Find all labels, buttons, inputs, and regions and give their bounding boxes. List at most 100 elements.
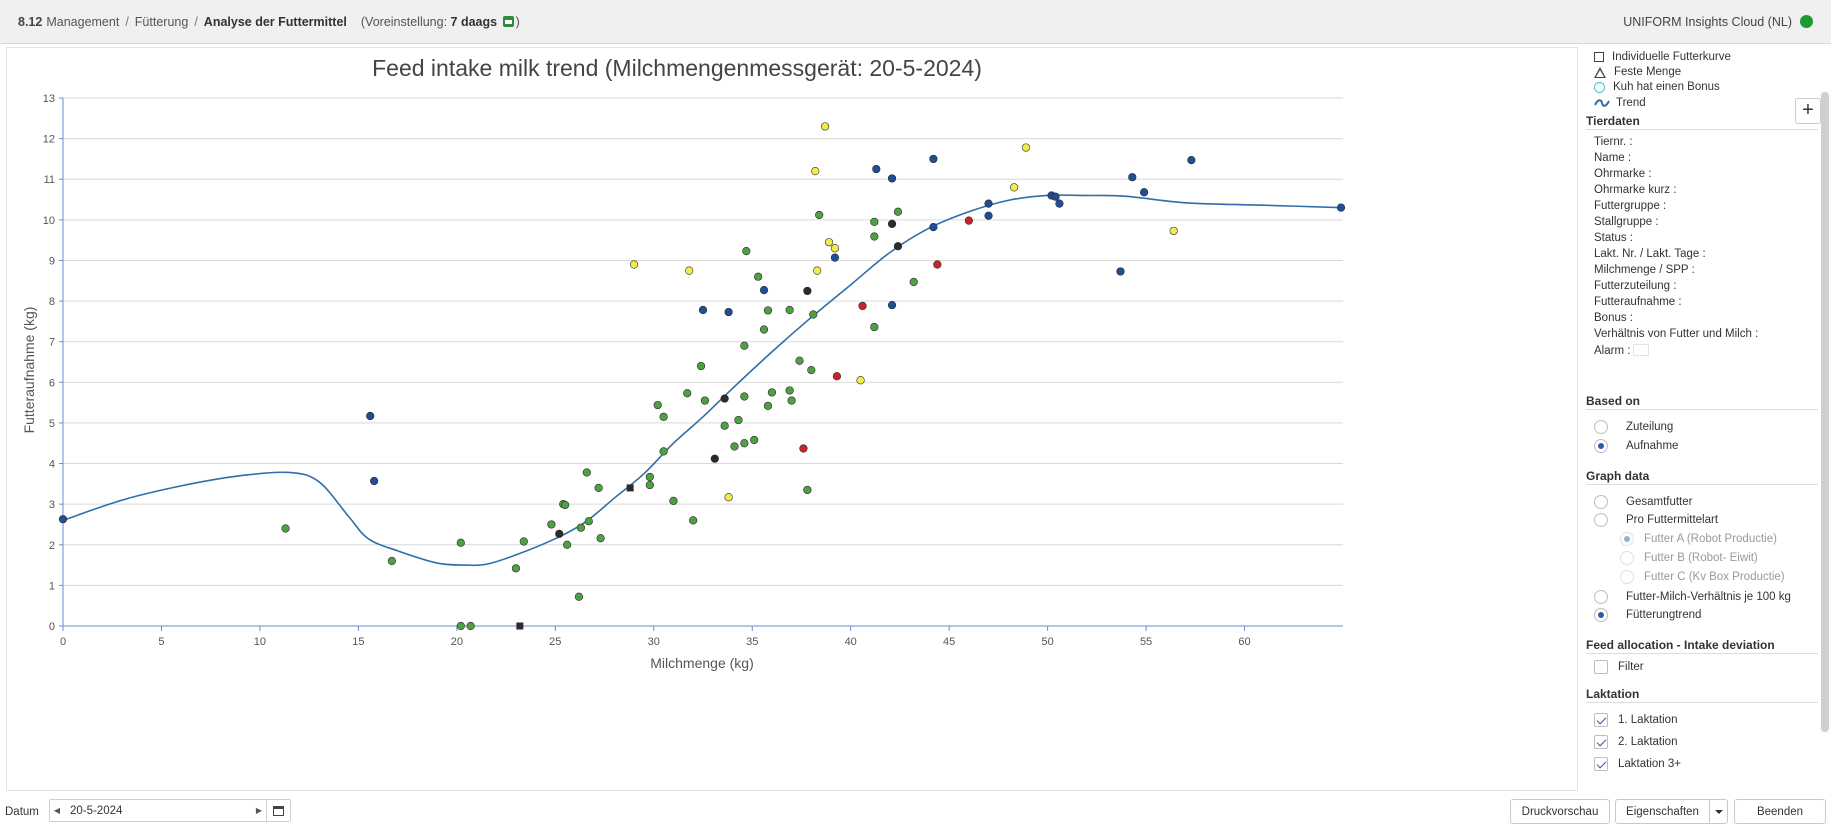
laktation-option[interactable]: Laktation 3+ [1594,757,1681,771]
exit-button[interactable]: Beenden [1734,799,1826,824]
data-point[interactable] [815,210,824,220]
data-point[interactable] [519,537,528,546]
data-point[interactable] [795,356,804,365]
data-point[interactable] [964,216,973,225]
data-point[interactable] [887,219,897,229]
data-point[interactable] [759,286,769,295]
data-point[interactable] [683,389,692,398]
graph-data-option[interactable]: Pro Futtermittelart [1594,513,1718,527]
data-point[interactable] [724,493,733,502]
breadcrumb-fuetterung[interactable]: Fütterung [134,14,189,29]
data-point[interactable] [767,388,777,397]
graph-data-option[interactable]: Fütterungtrend [1594,608,1701,622]
data-point[interactable] [659,447,668,456]
data-point[interactable] [754,272,763,281]
data-point[interactable] [685,266,694,275]
data-point[interactable] [659,412,668,421]
data-point[interactable] [887,301,897,310]
date-picker[interactable]: ◀ 20-5-2024 ▶ [49,799,291,822]
data-point[interactable] [830,253,840,262]
radio-button[interactable] [1594,608,1608,622]
data-point[interactable] [653,400,662,410]
data-point[interactable] [830,244,840,253]
data-point[interactable] [698,305,708,315]
data-point[interactable] [984,211,993,220]
next-date-icon[interactable]: ▶ [255,806,263,815]
laktation-checkbox[interactable] [1594,757,1608,771]
radio-button[interactable] [1594,420,1608,434]
data-point[interactable] [785,305,794,315]
data-point[interactable] [456,621,465,631]
data-point-square[interactable] [626,484,634,492]
data-point[interactable] [576,523,586,532]
based-on-option[interactable]: Aufnahme [1594,439,1678,453]
data-point[interactable] [1116,267,1125,276]
data-point[interactable] [893,242,903,251]
data-point[interactable] [933,260,942,269]
data-point[interactable] [366,411,375,421]
data-point[interactable] [1021,143,1031,152]
data-point[interactable] [870,217,879,226]
properties-dropdown-icon[interactable] [1710,799,1728,824]
data-point[interactable] [929,223,938,232]
laktation-checkbox[interactable] [1594,735,1608,749]
radio-button[interactable] [1594,439,1608,453]
radio-button[interactable] [1594,513,1608,527]
data-point[interactable] [759,325,769,334]
data-point[interactable] [1055,199,1064,208]
data-point[interactable] [858,301,867,311]
data-point-square[interactable] [516,622,524,630]
data-point[interactable] [742,247,751,256]
data-point[interactable] [832,372,842,381]
data-point[interactable] [370,476,379,486]
graph-data-option[interactable]: Gesamtfutter [1594,495,1692,509]
laktation-option[interactable]: 2. Laktation [1594,735,1677,749]
radio-button[interactable] [1594,495,1608,509]
data-point[interactable] [584,517,593,526]
date-value[interactable]: 20-5-2024 [70,804,123,817]
data-point[interactable] [1169,226,1178,235]
data-point[interactable] [870,232,879,241]
data-point[interactable] [724,307,733,317]
data-point[interactable] [511,564,521,573]
data-point[interactable] [1336,203,1346,212]
data-point[interactable] [700,396,710,405]
data-point[interactable] [720,421,729,430]
data-point[interactable] [750,435,759,445]
data-point[interactable] [645,472,654,482]
data-point[interactable] [887,174,897,183]
data-point[interactable] [820,122,830,131]
prev-date-icon[interactable]: ◀ [53,806,61,815]
data-point[interactable] [696,361,706,371]
data-point[interactable] [1051,192,1060,201]
data-point[interactable] [799,444,808,453]
data-point[interactable] [720,394,729,403]
data-point[interactable] [929,154,938,164]
data-point[interactable] [1140,188,1149,197]
data-point[interactable] [1187,156,1196,165]
data-point[interactable] [574,592,584,601]
based-on-option[interactable]: Zuteilung [1594,420,1673,434]
laktation-checkbox[interactable] [1594,713,1608,727]
data-point[interactable] [856,376,865,385]
data-point[interactable] [740,392,749,401]
laktation-option[interactable]: 1. Laktation [1594,713,1677,727]
print-preview-button[interactable]: Druckvorschau [1510,799,1610,824]
side-scrollbar[interactable] [1821,92,1829,732]
data-point[interactable] [740,439,749,448]
add-button[interactable]: + [1795,98,1821,124]
data-point[interactable] [629,260,639,269]
data-point[interactable] [547,520,556,529]
breadcrumb-management[interactable]: Management [46,14,120,29]
calendar-button[interactable] [266,800,290,821]
data-point[interactable] [555,529,564,538]
filter-checkbox[interactable] [1594,660,1608,674]
data-point[interactable] [809,310,818,319]
data-point[interactable] [785,386,794,395]
data-point[interactable] [763,306,773,315]
data-point[interactable] [803,286,812,296]
data-point[interactable] [893,207,903,216]
data-point[interactable] [58,515,68,524]
data-point[interactable] [803,485,812,495]
data-point[interactable] [669,496,678,506]
